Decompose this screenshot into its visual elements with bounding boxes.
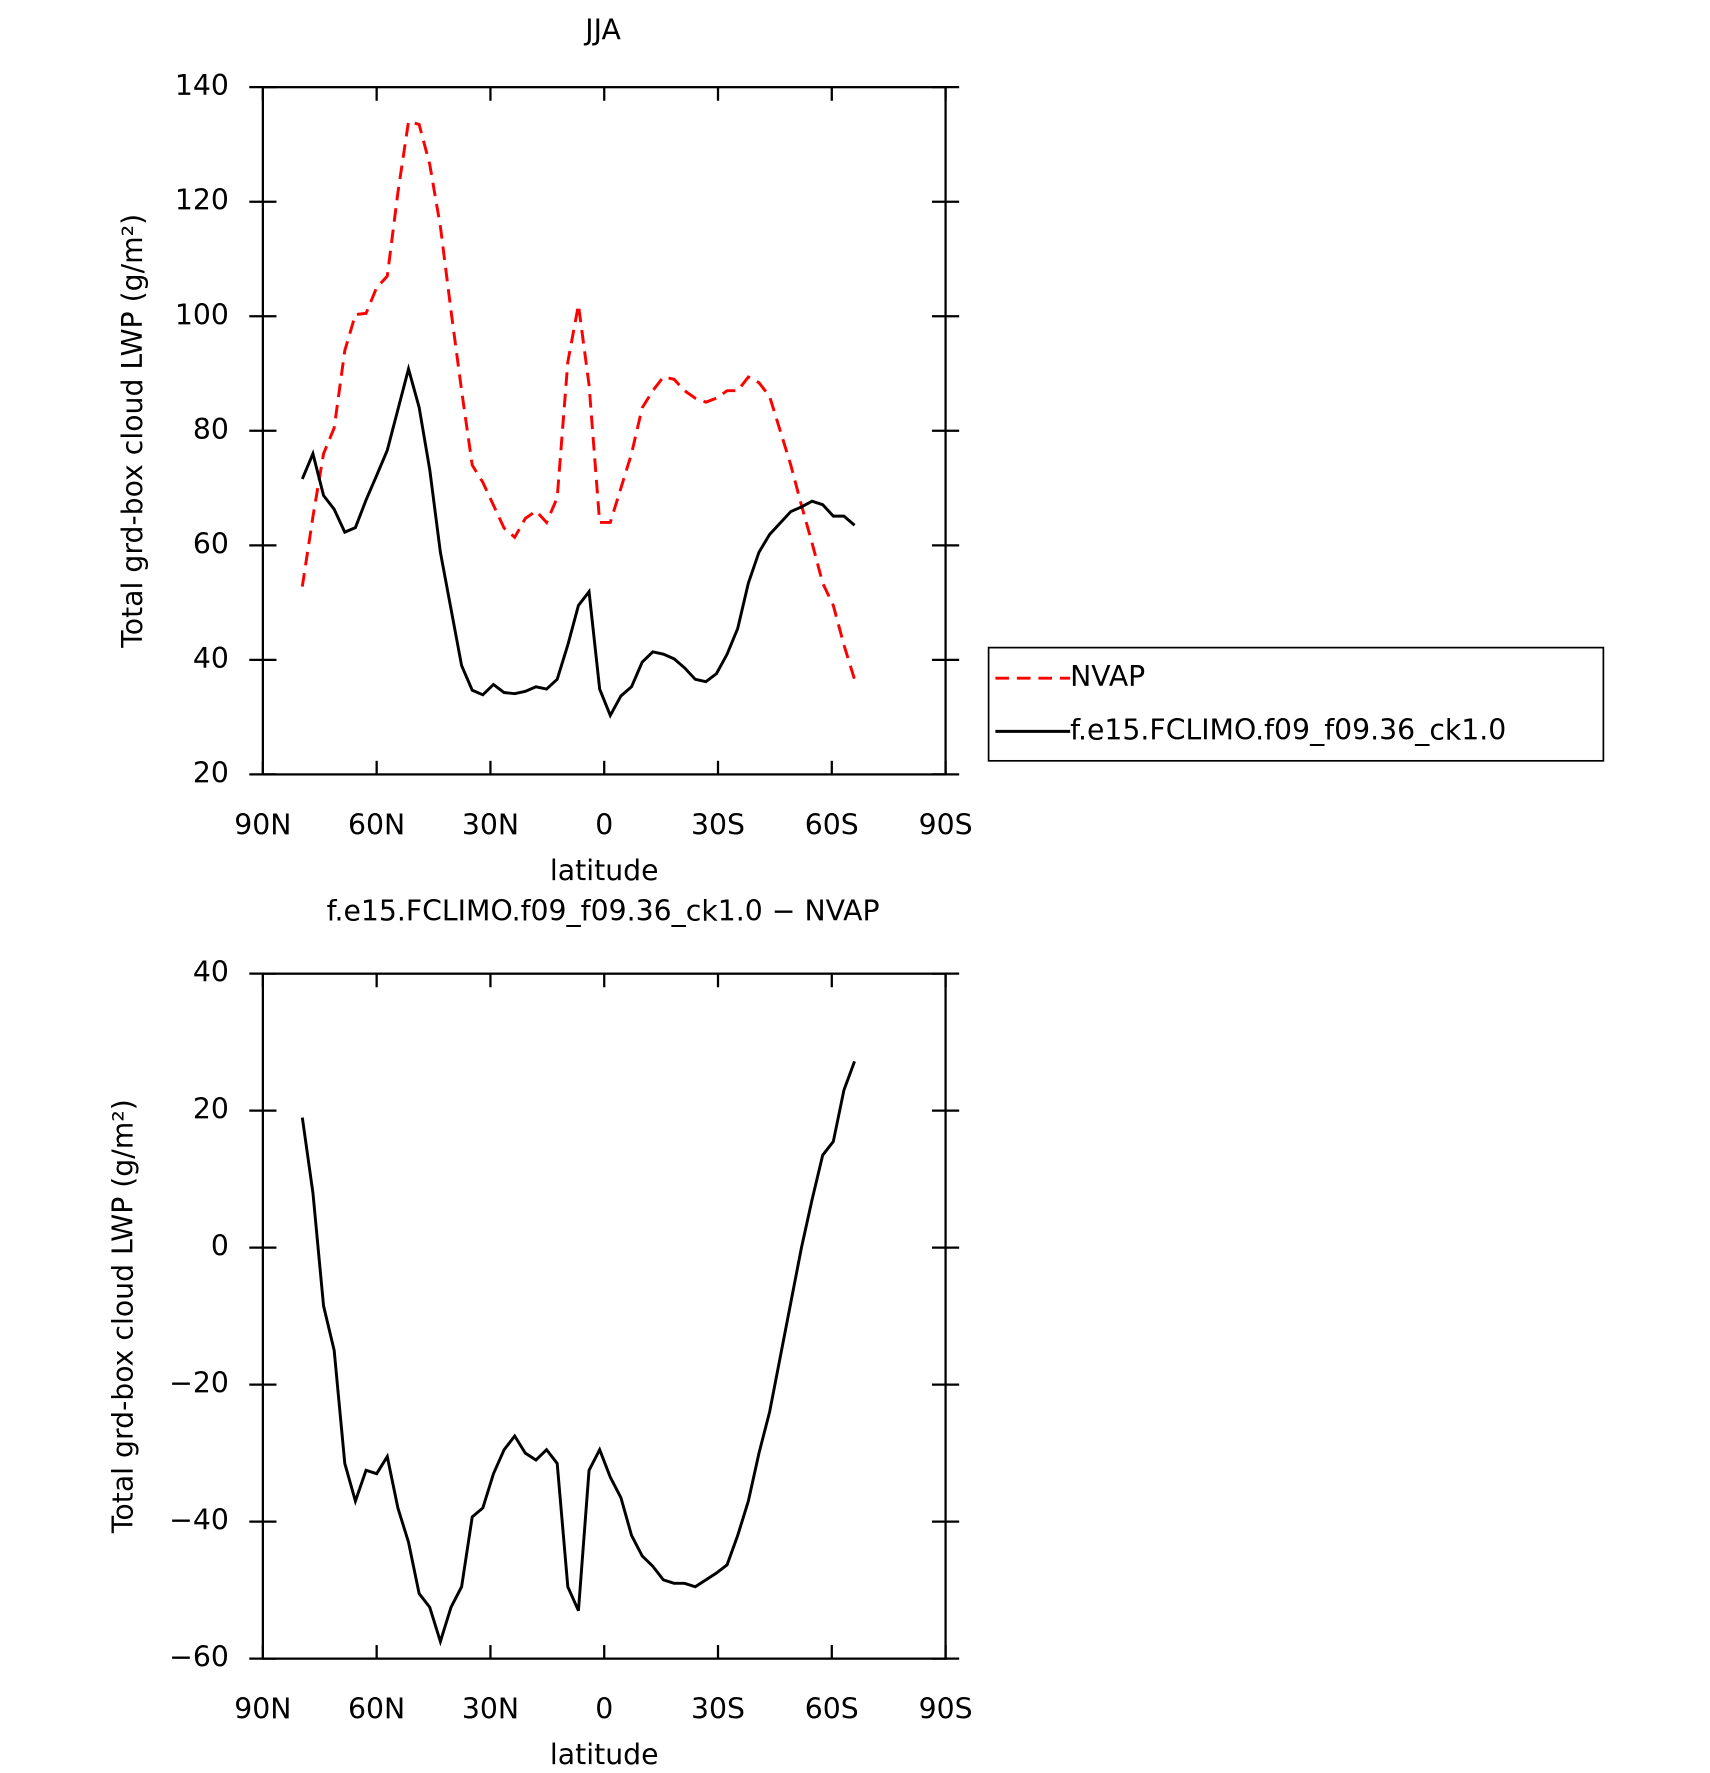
x-tick-label: 30S [691, 1693, 745, 1726]
x-tick-label: 60N [348, 1693, 405, 1726]
x-tick-label: 90S [919, 1693, 973, 1726]
x-tick-label: 60N [348, 808, 405, 841]
x-tick-label: 30S [691, 808, 745, 841]
y-tick-label: 20 [193, 1093, 229, 1126]
y-tick-label: 0 [211, 1230, 229, 1263]
x-tick-label: 30N [462, 1693, 519, 1726]
y-tick-label: −20 [169, 1367, 229, 1400]
y-tick-label: 140 [175, 69, 229, 102]
chart-title: JJA [583, 14, 621, 47]
plot-frame [261, 86, 947, 776]
x-tick-label: 90S [919, 808, 973, 841]
data-line [300, 363, 856, 719]
y-tick-label: −60 [169, 1641, 229, 1674]
x-axis-label: latitude [550, 854, 659, 887]
legend: NVAP f.e15.FCLIMO.f09_f09.36_ck1.0 [987, 646, 1605, 762]
x-axis-label: latitude [550, 1738, 659, 1771]
y-tick-label: 40 [193, 642, 229, 675]
plot-frame [261, 972, 947, 1660]
x-tick-label: 60S [805, 1693, 859, 1726]
y-tick-label: 40 [193, 956, 229, 989]
x-tick-label: 90N [234, 808, 291, 841]
chart-title: f.e15.FCLIMO.f09_f09.36_ck1.0 − NVAP [327, 895, 880, 928]
y-tick-label: 80 [193, 413, 229, 446]
y-tick-label: 60 [193, 527, 229, 560]
legend-box [987, 646, 1605, 762]
legend-label: f.e15.FCLIMO.f09_f09.36_ck1.0 [1070, 713, 1506, 746]
y-axis-label: Total grd-box cloud LWP (g/m²) [116, 214, 149, 649]
data-line [300, 119, 856, 680]
y-axis-label: Total grd-box cloud LWP (g/m²) [107, 1099, 140, 1534]
x-tick-label: 90N [234, 1693, 291, 1726]
x-tick-label: 0 [595, 1693, 613, 1726]
y-tick-label: −40 [169, 1504, 229, 1537]
x-tick-label: 0 [595, 808, 613, 841]
y-tick-label: 120 [175, 184, 229, 217]
data-line [300, 1060, 856, 1647]
legend-label: NVAP [1070, 660, 1145, 693]
x-tick-label: 60S [805, 808, 859, 841]
y-tick-label: 100 [175, 298, 229, 331]
x-tick-label: 30N [462, 808, 519, 841]
y-tick-label: 20 [193, 756, 229, 789]
